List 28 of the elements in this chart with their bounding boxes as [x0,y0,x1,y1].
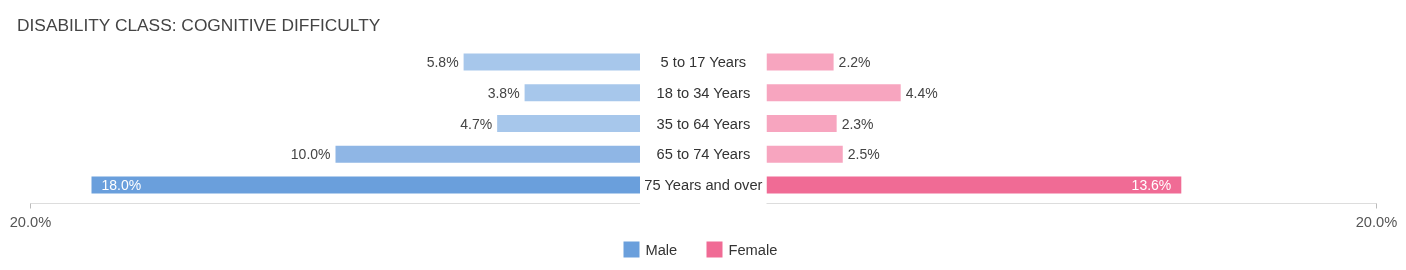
category-label: 18 to 34 Years [656,84,751,101]
legend-label: Male [645,241,678,258]
data-label: 2.5% [847,146,880,163]
bar [766,145,843,163]
data-label: 13.6% [1131,177,1172,194]
category-label: 35 to 64 Years [656,115,751,132]
bar [497,115,640,132]
bar [335,145,640,163]
data-label: 3.8% [487,84,520,101]
data-label: 2.3% [841,115,874,132]
legend-label: Female [728,241,778,258]
data-label: 4.7% [460,115,493,132]
data-label: 4.4% [905,84,938,101]
x-tick-label: 20.0% [9,213,52,230]
data-label: 5.8% [426,53,459,70]
bar [766,53,834,71]
x-tick-label: 20.0% [1355,213,1398,230]
data-label: 2.2% [838,53,871,70]
category-label: 5 to 17 Years [660,53,747,70]
category-label: 65 to 74 Years [656,146,751,163]
bar [463,53,640,71]
chart-title: DISABILITY CLASS: COGNITIVE DIFFICULTY [17,14,381,37]
data-label: 10.0% [290,146,331,163]
bar [766,84,901,102]
data-label: 18.0% [101,177,142,194]
category-label: 75 Years and over [644,177,763,194]
bar [524,84,640,102]
bar [766,115,837,132]
